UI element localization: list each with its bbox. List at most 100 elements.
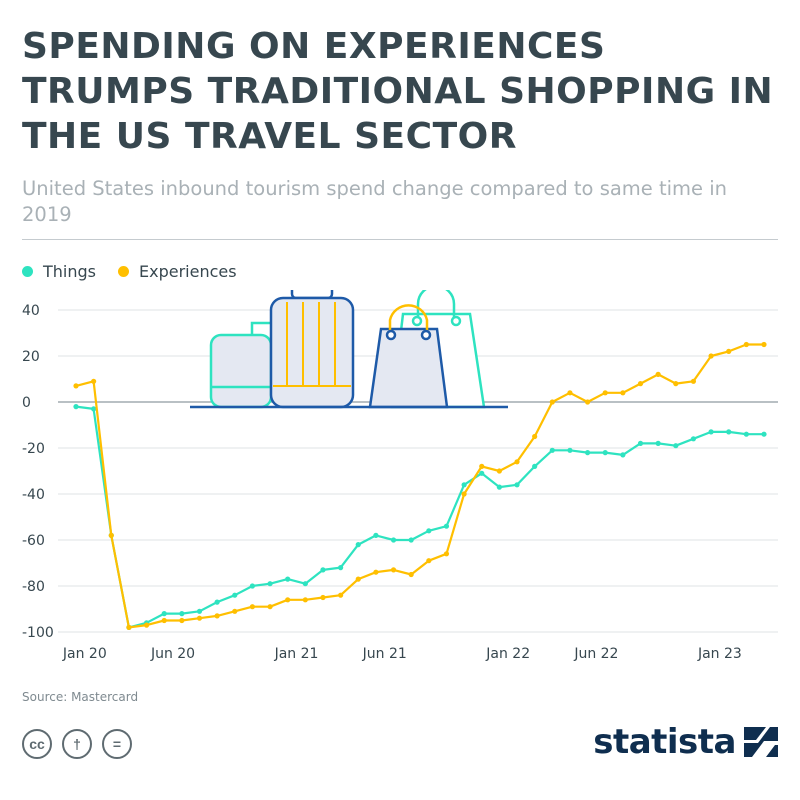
x-tick-label: Jun 20 bbox=[150, 646, 195, 662]
chart-title: SPENDING ON EXPERIENCES TRUMPS TRADITION… bbox=[22, 26, 774, 157]
data-point-experiences bbox=[320, 594, 326, 601]
legend-swatch-things bbox=[22, 265, 33, 277]
data-point-experiences bbox=[143, 622, 150, 628]
data-point-things bbox=[91, 406, 97, 412]
x-tick-label: Jan 21 bbox=[274, 646, 319, 662]
data-point-things bbox=[408, 537, 414, 543]
statista-logo[interactable]: statista bbox=[593, 722, 778, 762]
data-point-experiences bbox=[373, 569, 379, 575]
y-tick-label: -40 bbox=[22, 487, 45, 503]
data-point-experiences bbox=[408, 571, 414, 578]
data-point-things bbox=[514, 482, 520, 488]
attribution-icon[interactable]: † bbox=[62, 729, 92, 759]
x-tick-label: Jan 22 bbox=[485, 646, 530, 662]
statista-mark-icon bbox=[744, 727, 778, 757]
data-point-things bbox=[637, 440, 644, 446]
data-point-experiences bbox=[390, 567, 397, 573]
data-point-experiences bbox=[655, 371, 661, 377]
data-point-things bbox=[426, 528, 432, 534]
legend-label-experiences: Experiences bbox=[139, 261, 237, 281]
no-derivatives-icon[interactable]: = bbox=[102, 729, 132, 759]
data-point-things bbox=[584, 450, 591, 456]
data-point-experiences bbox=[673, 381, 679, 387]
data-point-things bbox=[726, 429, 732, 435]
data-point-things bbox=[461, 482, 467, 488]
data-point-things bbox=[690, 436, 697, 442]
legend-label-things: Things bbox=[43, 261, 96, 281]
data-point-things bbox=[496, 484, 502, 490]
data-point-things bbox=[761, 431, 767, 437]
data-point-things bbox=[373, 532, 379, 538]
data-point-experiences bbox=[126, 624, 132, 630]
y-tick-label: 40 bbox=[22, 303, 40, 319]
x-axis-ticks: Jan 20 Jun 20 Jan 21 Jun 21 Jan 22 Jun 22 Jan … bbox=[62, 646, 742, 662]
data-point-things bbox=[214, 599, 220, 605]
series-line-things bbox=[75, 405, 764, 629]
data-point-experiences bbox=[567, 390, 573, 396]
data-point-experiences bbox=[549, 399, 555, 405]
data-point-experiences bbox=[108, 532, 114, 538]
x-tick-label: Jun 22 bbox=[573, 646, 618, 662]
data-point-experiences bbox=[514, 459, 520, 465]
data-point-experiences bbox=[584, 399, 591, 405]
data-point-things bbox=[338, 565, 344, 571]
data-point-things bbox=[196, 608, 203, 614]
data-point-experiences bbox=[91, 378, 97, 384]
data-point-things bbox=[179, 611, 185, 617]
data-point-things bbox=[232, 592, 238, 598]
data-point-experiences bbox=[761, 341, 767, 348]
data-point-things bbox=[673, 443, 679, 449]
data-point-experiences bbox=[637, 381, 644, 387]
data-point-experiences bbox=[479, 463, 485, 469]
data-point-things bbox=[743, 431, 749, 437]
data-point-things bbox=[532, 463, 538, 469]
data-point-things bbox=[73, 404, 79, 410]
data-point-experiences bbox=[461, 491, 467, 497]
legend-item-things: Things bbox=[22, 262, 96, 281]
cc-icon[interactable]: cc bbox=[22, 729, 52, 759]
data-point-things bbox=[267, 581, 273, 587]
data-point-experiences bbox=[285, 597, 291, 603]
data-point-things bbox=[249, 583, 256, 589]
y-tick-label: -80 bbox=[22, 579, 45, 595]
data-point-things bbox=[567, 447, 573, 453]
data-point-experiences bbox=[602, 390, 608, 396]
data-point-experiences bbox=[532, 433, 538, 440]
data-point-things bbox=[355, 542, 361, 548]
data-point-experiences bbox=[690, 378, 697, 384]
data-point-things bbox=[655, 440, 661, 446]
data-point-experiences bbox=[743, 341, 749, 348]
series-line-experiences bbox=[75, 343, 764, 629]
data-point-things bbox=[285, 576, 291, 582]
data-point-experiences bbox=[496, 468, 502, 474]
data-point-experiences bbox=[302, 597, 308, 603]
x-tick-label: Jan 20 bbox=[62, 646, 107, 662]
data-point-experiences bbox=[426, 558, 432, 564]
legend-swatch-experiences bbox=[118, 265, 129, 277]
data-point-experiences bbox=[355, 576, 361, 582]
license-icons: cc † = bbox=[22, 729, 142, 759]
x-tick-label: Jan 23 bbox=[697, 646, 742, 662]
big-suitcase-icon bbox=[269, 290, 355, 409]
legend: Things Experiences bbox=[22, 261, 259, 281]
data-point-experiences bbox=[232, 608, 238, 614]
y-tick-label: -20 bbox=[22, 441, 45, 457]
y-axis-ticks: 40 20 0 -20 -40 -60 -80 -100 bbox=[22, 303, 54, 641]
source-note: Source: Mastercard bbox=[22, 690, 139, 704]
line-chart: 40 20 0 -20 -40 -60 -80 -100 bbox=[22, 290, 778, 662]
legend-item-experiences: Experiences bbox=[118, 262, 237, 281]
travel-shopping-illustration bbox=[190, 290, 508, 409]
data-point-experiences bbox=[267, 604, 273, 610]
data-point-experiences bbox=[196, 615, 203, 621]
data-point-experiences bbox=[443, 551, 450, 557]
data-point-experiences bbox=[161, 617, 167, 624]
data-point-things bbox=[161, 611, 167, 617]
data-point-experiences bbox=[338, 592, 344, 598]
x-tick-label: Jun 21 bbox=[362, 646, 407, 662]
data-point-experiences bbox=[73, 383, 79, 389]
brand-wordmark: statista bbox=[593, 722, 736, 762]
data-point-things bbox=[479, 470, 485, 476]
data-point-things bbox=[320, 567, 326, 573]
data-point-experiences bbox=[214, 613, 220, 619]
data-point-experiences bbox=[620, 390, 626, 396]
